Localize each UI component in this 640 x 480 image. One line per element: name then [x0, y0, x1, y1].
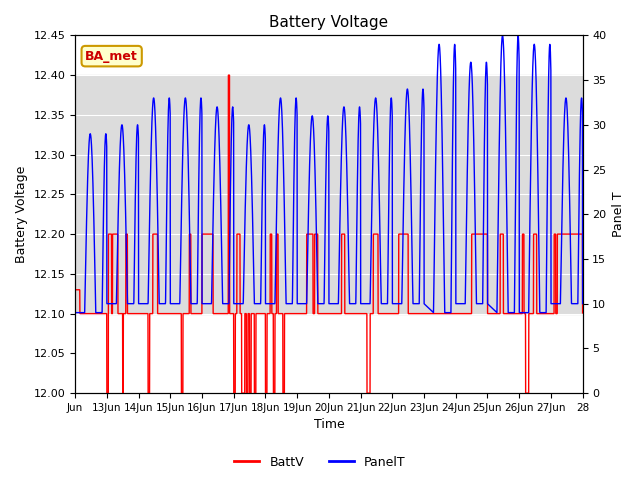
- X-axis label: Time: Time: [314, 419, 344, 432]
- Y-axis label: Battery Voltage: Battery Voltage: [15, 166, 28, 263]
- Title: Battery Voltage: Battery Voltage: [269, 15, 388, 30]
- Bar: [75, 75, 582, 313]
- Y-axis label: Panel T: Panel T: [612, 192, 625, 237]
- Legend: BattV, PanelT: BattV, PanelT: [229, 451, 411, 474]
- Text: BA_met: BA_met: [85, 49, 138, 63]
